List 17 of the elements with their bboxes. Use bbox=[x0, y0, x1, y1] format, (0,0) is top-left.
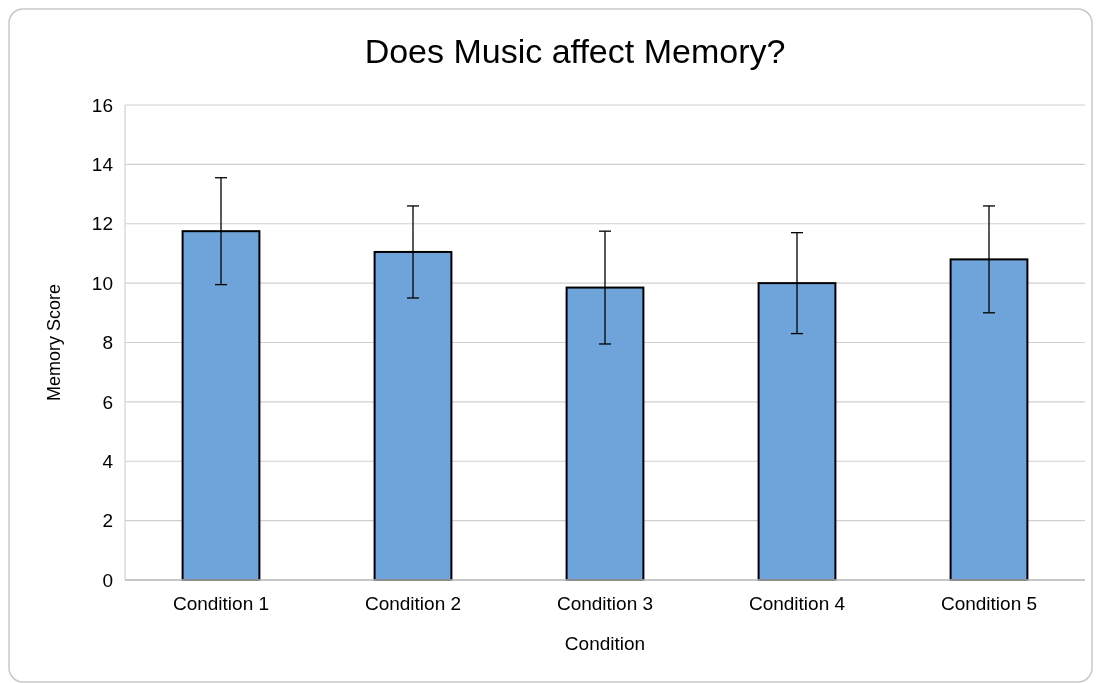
y-tick-label: 8 bbox=[102, 332, 113, 354]
x-tick-label: Condition 3 bbox=[556, 593, 654, 614]
x-tick-label: Condition 5 bbox=[940, 593, 1038, 614]
y-tick-label: 14 bbox=[91, 154, 114, 176]
chart-title: Does Music affect Memory? bbox=[364, 32, 786, 70]
y-tick-label: 4 bbox=[102, 450, 114, 472]
x-axis-title: Condition bbox=[564, 633, 646, 654]
y-tick-label: 6 bbox=[102, 391, 113, 413]
x-tick-label: Condition 4 bbox=[748, 593, 846, 614]
x-tick-label: Condition 1 bbox=[172, 593, 270, 614]
y-tick-label: 2 bbox=[102, 510, 113, 532]
y-axis-title: Memory Score bbox=[44, 283, 64, 402]
y-tick-label: 10 bbox=[91, 272, 113, 294]
x-tick-label: Condition 2 bbox=[364, 593, 462, 614]
y-tick-label: 12 bbox=[91, 213, 113, 235]
y-tick-label: 0 bbox=[102, 569, 113, 591]
y-tick-label: 16 bbox=[91, 94, 113, 116]
